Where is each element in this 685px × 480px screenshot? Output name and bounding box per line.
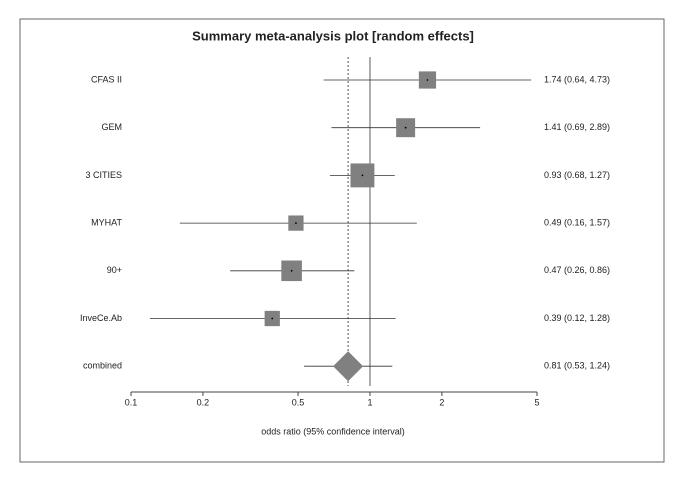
x-axis-label: odds ratio (95% confidence interval) — [261, 426, 405, 436]
row-label: 90+ — [107, 265, 122, 275]
value-label: 1.74 (0.64, 4.73) — [544, 74, 610, 84]
x-tick-label: 0.2 — [197, 397, 210, 407]
frame — [19, 18, 665, 463]
study-point — [404, 126, 407, 129]
x-tick-label: 0.1 — [125, 397, 138, 407]
study-point — [426, 79, 429, 81]
x-tick-label: 1 — [367, 397, 372, 407]
row-label: 3 CITIES — [85, 170, 122, 180]
row-label: MYHAT — [91, 217, 122, 227]
summary-diamond — [333, 351, 364, 382]
study-point — [271, 317, 274, 320]
study-point — [295, 222, 297, 225]
value-label: 0.49 (0.16, 1.57) — [544, 217, 610, 227]
x-tick-label: 0.5 — [292, 397, 305, 407]
row-label: CFAS II — [91, 74, 122, 84]
x-tick-label: 5 — [534, 397, 539, 407]
value-label: 0.39 (0.12, 1.28) — [544, 313, 610, 323]
row-label: InveCe.Ab — [80, 313, 122, 323]
value-label: 0.93 (0.68, 1.27) — [544, 170, 610, 180]
row-label: GEM — [101, 122, 122, 132]
value-label: 1.41 (0.69, 2.89) — [544, 122, 610, 132]
study-point — [361, 174, 364, 177]
x-tick-label: 2 — [439, 397, 444, 407]
value-label: 0.81 (0.53, 1.24) — [544, 361, 610, 371]
chart-title: Summary meta-analysis plot [random effec… — [192, 28, 474, 43]
row-label: combined — [83, 361, 122, 371]
value-label: 0.47 (0.26, 0.86) — [544, 265, 610, 275]
study-point — [290, 269, 293, 272]
